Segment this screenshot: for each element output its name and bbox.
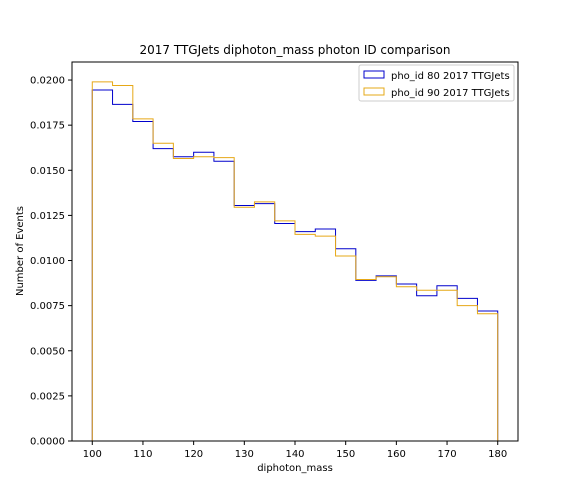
x-tick-label: 140 <box>285 449 304 460</box>
x-tick-label: 150 <box>336 449 355 460</box>
legend-swatch-2 <box>363 87 385 96</box>
x-tick-label: 170 <box>437 449 456 460</box>
x-tick-label: 100 <box>83 449 102 460</box>
x-tick-label: 110 <box>133 449 152 460</box>
series-line-2 <box>91 81 499 441</box>
y-tick-label: 0.0050 <box>30 346 65 357</box>
x-axis: 100 110 120 130 140 150 160 170 180 <box>83 441 507 460</box>
series-layer <box>91 81 499 441</box>
y-tick-label: 0.0100 <box>30 256 65 267</box>
legend-swatch-1 <box>363 70 385 79</box>
y-tick-label: 0.0125 <box>30 211 65 222</box>
y-tick-label: 0.0175 <box>30 121 65 132</box>
y-tick-label: 0.0025 <box>30 391 65 402</box>
y-tick-label: 0.0200 <box>30 76 65 87</box>
legend-label-1: pho_id 80 2017 TTGJets <box>391 71 510 82</box>
x-tick-label: 160 <box>387 449 406 460</box>
x-axis-label: diphoton_mass <box>257 463 333 474</box>
x-tick-label: 180 <box>488 449 507 460</box>
legend-box <box>358 64 515 102</box>
y-axis-label: Number of Events <box>15 206 26 296</box>
legend-label-2: pho_id 90 2017 TTGJets <box>391 88 510 99</box>
chart-title: 2017 TTGJets diphoton_mass photon ID com… <box>139 43 450 57</box>
y-tick-label: 0.0075 <box>30 301 65 312</box>
x-tick-label: 120 <box>184 449 203 460</box>
x-tick-label: 130 <box>235 449 254 460</box>
y-tick-label: 0.0150 <box>30 166 65 177</box>
y-axis: 0.0000 0.0025 0.0050 0.0075 0.0100 0.0125 0.01… <box>30 76 72 448</box>
y-tick-label: 0.0000 <box>30 437 65 448</box>
legend: pho_id 80 2017 TTGJets pho_id 90 2017 TTG… <box>358 64 515 102</box>
